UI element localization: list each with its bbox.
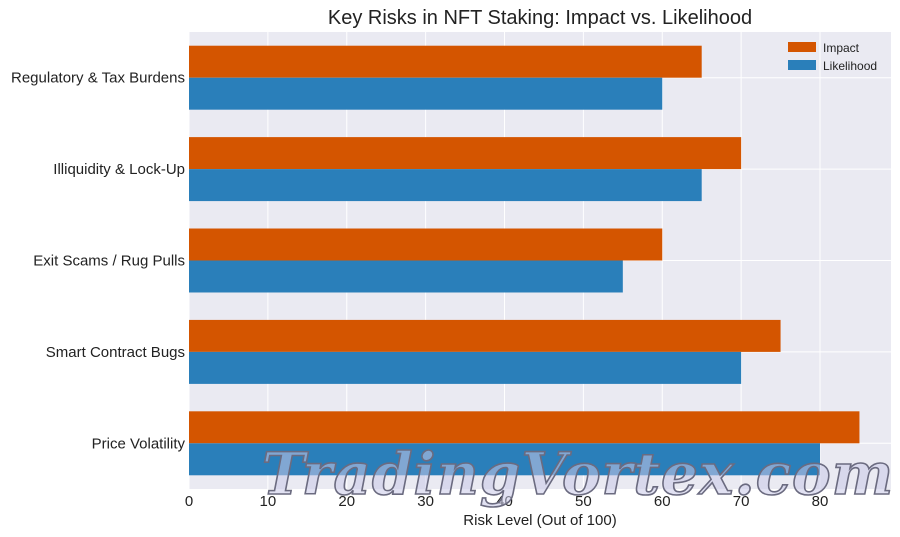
legend-label-likelihood: Likelihood	[823, 59, 877, 73]
bar-likelihood-2	[189, 260, 623, 293]
x-tick-label: 10	[260, 493, 277, 510]
bar-impact-3	[189, 137, 742, 170]
legend: Impact Likelihood	[788, 41, 877, 73]
bars	[189, 45, 860, 476]
x-tick-label: 80	[812, 493, 829, 510]
x-tick-label: 20	[338, 493, 355, 510]
x-tick-label: 60	[654, 493, 671, 510]
bar-likelihood-3	[189, 169, 702, 202]
legend-swatch-impact	[788, 42, 816, 52]
category-labels: Price Volatility Smart Contract Bugs Exit …	[11, 70, 185, 453]
bar-impact-1	[189, 319, 781, 352]
x-tick-label: 30	[417, 493, 434, 510]
bar-likelihood-0	[189, 443, 821, 476]
chart-title: Key Risks in NFT Staking: Impact vs. Lik…	[328, 7, 752, 29]
legend-swatch-likelihood	[788, 60, 816, 70]
category-label: Regulatory & Tax Burdens	[11, 70, 185, 87]
bar-impact-0	[189, 411, 860, 444]
x-axis-label: Risk Level (Out of 100)	[463, 512, 616, 529]
bar-likelihood-1	[189, 351, 742, 384]
x-tick-label: 70	[733, 493, 750, 510]
x-tick-label: 40	[496, 493, 513, 510]
bar-impact-4	[189, 45, 702, 78]
legend-label-impact: Impact	[823, 41, 860, 55]
category-label: Smart Contract Bugs	[46, 344, 185, 361]
category-label: Exit Scams / Rug Pulls	[33, 253, 185, 270]
x-tick-label: 0	[185, 493, 193, 510]
category-label: Illiquidity & Lock-Up	[53, 161, 185, 178]
bar-impact-2	[189, 228, 663, 261]
bar-likelihood-4	[189, 77, 663, 110]
watermark-logo: TradingVortex.com	[262, 440, 894, 508]
x-tick-label: 50	[575, 493, 592, 510]
x-tick-labels: 0 10 20 30 40 50 60 70 80	[185, 493, 829, 510]
category-label: Price Volatility	[92, 435, 186, 452]
